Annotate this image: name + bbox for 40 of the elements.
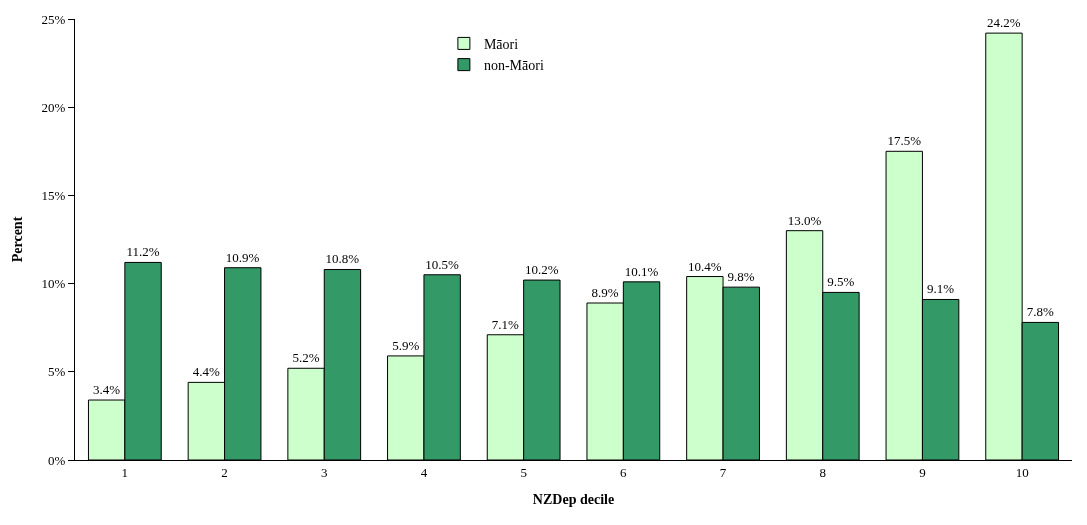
data-label: 10.9%	[225, 249, 260, 265]
data-label: 5.9%	[392, 337, 420, 353]
x-tick-label: 6	[620, 464, 628, 480]
x-tick-label: 4	[420, 464, 428, 480]
x-tick-label: 9	[919, 464, 926, 480]
x-tick-label: 2	[221, 464, 228, 480]
data-label: 5.2%	[292, 350, 320, 366]
data-label: 3.4%	[93, 382, 121, 398]
data-label: 9.8%	[727, 269, 755, 285]
legend-label: Māori	[483, 36, 519, 52]
y-axis-title: Percent	[10, 216, 26, 263]
x-tick-label: 7	[719, 464, 727, 480]
data-label: 10.4%	[687, 258, 722, 274]
data-label: 10.8%	[325, 251, 360, 267]
data-label: 11.2%	[126, 244, 160, 260]
y-tick-label: 25%	[41, 11, 66, 27]
data-label: 10.2%	[524, 262, 559, 278]
y-tick-label: 20%	[41, 99, 66, 115]
x-tick-label: 10	[1015, 464, 1029, 480]
data-label: 10.1%	[624, 263, 659, 279]
data-label: 9.1%	[927, 281, 955, 297]
data-label: 17.5%	[887, 133, 922, 149]
data-label: 4.4%	[192, 364, 220, 380]
data-label: 10.5%	[425, 256, 460, 272]
x-tick-label: 3	[321, 464, 328, 480]
y-tick-label: 0%	[48, 452, 66, 468]
data-label: 7.8%	[1026, 304, 1054, 320]
x-tick-label: 5	[520, 464, 527, 480]
y-tick-label: 15%	[41, 187, 66, 203]
data-label: 24.2%	[987, 15, 1021, 31]
data-label: 8.9%	[591, 285, 619, 300]
y-tick-label: 5%	[48, 364, 66, 380]
x-tick-label: 1	[121, 464, 129, 480]
data-label: 7.1%	[491, 316, 520, 332]
legend-label: non-Māori	[483, 58, 544, 74]
x-axis-title: NZDep decile	[532, 491, 615, 507]
x-tick-label: 8	[819, 464, 826, 480]
y-tick-label: 10%	[41, 276, 66, 292]
data-label: 9.5%	[827, 274, 855, 290]
data-label: 13.0%	[787, 212, 822, 228]
